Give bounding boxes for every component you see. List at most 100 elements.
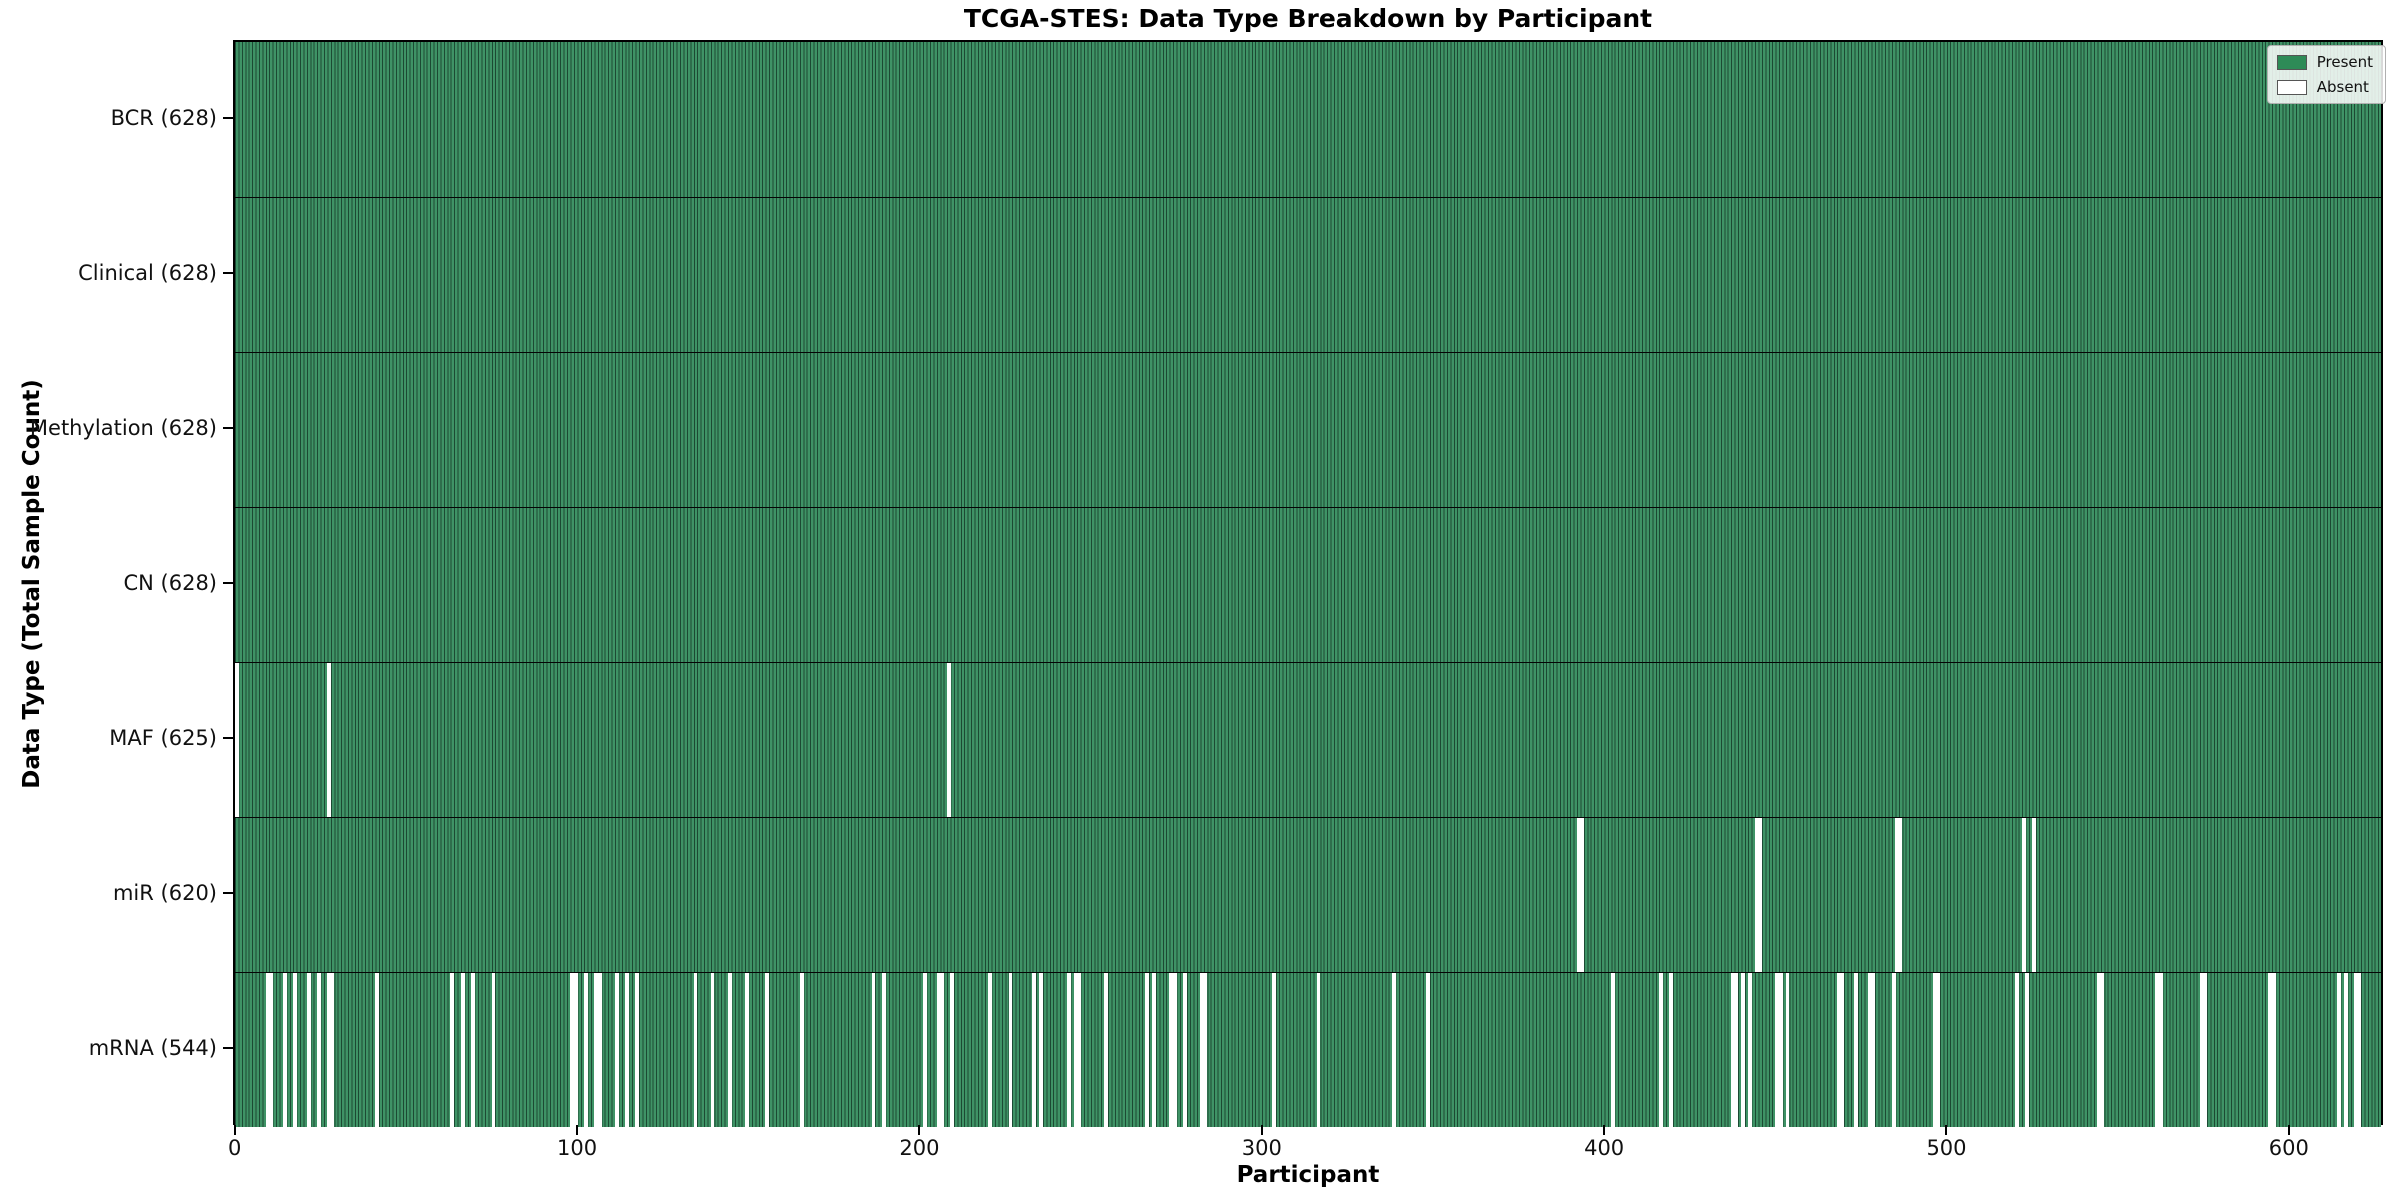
- absent-stripe: [922, 973, 927, 1127]
- absent-stripe: [330, 973, 335, 1127]
- y-tick-mark: [223, 736, 233, 739]
- absent-stripe: [1741, 973, 1745, 1127]
- y-axis-label: Data Type (Total Sample Count): [19, 379, 45, 789]
- y-tick-label: Clinical (628): [78, 260, 217, 285]
- absent-stripe: [2268, 973, 2273, 1127]
- y-tick-mark: [223, 116, 233, 119]
- absent-stripe: [269, 973, 273, 1127]
- absent-stripe: [2357, 973, 2362, 1127]
- absent-stripe: [1426, 973, 1430, 1127]
- absent-stripe: [1576, 818, 1581, 972]
- absent-stripe: [2353, 973, 2358, 1127]
- absent-stripe: [1272, 973, 1276, 1127]
- absent-stripe: [293, 973, 297, 1127]
- absent-stripe: [625, 973, 629, 1127]
- absent-stripe: [1172, 973, 1177, 1127]
- absent-stripe: [2203, 973, 2208, 1127]
- absent-stripe: [1145, 973, 1150, 1127]
- chart-title: TCGA-STES: Data Type Breakdown by Partic…: [963, 4, 1653, 33]
- absent-stripe: [2343, 973, 2348, 1127]
- y-tick-label: BCR (628): [110, 105, 217, 130]
- absent-stripe: [1854, 973, 1858, 1127]
- legend: Present Absent: [2266, 45, 2386, 104]
- y-tick-label: CN (628): [123, 570, 217, 595]
- legend-label-present: Present: [2316, 53, 2373, 71]
- absent-stripe: [2097, 973, 2102, 1127]
- absent-stripe: [1837, 973, 1841, 1127]
- absent-stripe: [2032, 818, 2036, 972]
- absent-stripe: [2021, 818, 2026, 972]
- absent-stripe: [594, 973, 599, 1127]
- x-tick-label: 100: [557, 1136, 598, 1160]
- absent-stripe: [1730, 973, 1735, 1127]
- absent-stripe: [1203, 973, 1208, 1127]
- legend-label-absent: Absent: [2316, 78, 2369, 96]
- absent-stripe: [234, 663, 239, 817]
- legend-item-absent: Absent: [2276, 78, 2373, 96]
- absent-stripe: [375, 973, 379, 1127]
- absent-stripe: [1895, 818, 1900, 972]
- absent-stripe: [471, 973, 475, 1127]
- absent-stripe: [727, 973, 732, 1127]
- absent-stripe: [1775, 973, 1780, 1127]
- absent-stripe: [2199, 973, 2204, 1127]
- absent-stripe: [881, 973, 886, 1127]
- present-bars: [235, 818, 2381, 972]
- x-tick-mark: [2287, 1125, 2290, 1135]
- absent-stripe: [570, 973, 575, 1127]
- present-bars: [235, 353, 2381, 507]
- data-row-bcr: [235, 42, 2381, 197]
- absent-stripe: [2015, 973, 2019, 1127]
- absent-stripe: [744, 973, 749, 1127]
- x-tick-label: 300: [1241, 1136, 1282, 1160]
- absent-stripe: [1169, 973, 1174, 1127]
- absent-stripe: [1152, 973, 1157, 1127]
- absent-stripe: [1754, 818, 1759, 972]
- data-row-cn: [235, 507, 2381, 662]
- absent-stripe: [1840, 973, 1845, 1127]
- absent-stripe: [1032, 973, 1037, 1127]
- absent-stripe: [940, 973, 944, 1127]
- absent-stripe: [1039, 973, 1044, 1127]
- absent-stripe: [1076, 973, 1081, 1127]
- absent-stripe: [1104, 973, 1109, 1127]
- x-tick-label: 500: [1926, 1136, 1967, 1160]
- absent-swatch-icon: [2276, 79, 2307, 95]
- y-tick-mark: [223, 581, 233, 584]
- absent-stripe: [693, 973, 698, 1127]
- absent-stripe: [1867, 973, 1872, 1127]
- present-bars: [234, 663, 2381, 817]
- absent-stripe: [1758, 818, 1763, 972]
- y-tick-mark: [223, 891, 233, 894]
- absent-stripe: [710, 973, 715, 1127]
- absent-stripe: [584, 973, 588, 1127]
- absent-stripe: [1734, 973, 1739, 1127]
- absent-stripe: [597, 973, 602, 1127]
- absent-stripe: [1066, 973, 1071, 1127]
- x-tick-mark: [576, 1125, 579, 1135]
- absent-stripe: [1936, 973, 1941, 1127]
- absent-stripe: [946, 663, 951, 817]
- data-row-clinical: [235, 197, 2381, 352]
- present-bars: [235, 198, 2381, 352]
- absent-stripe: [1898, 818, 1903, 972]
- absent-stripe: [614, 973, 619, 1127]
- absent-stripe: [450, 973, 455, 1127]
- absent-stripe: [1871, 973, 1876, 1127]
- x-tick-mark: [1945, 1125, 1948, 1135]
- absent-stripe: [1200, 973, 1205, 1127]
- data-row-methylation: [235, 352, 2381, 507]
- absent-stripe: [871, 973, 876, 1127]
- plot-area: [233, 40, 2383, 1127]
- x-tick-mark: [1260, 1125, 1263, 1135]
- x-tick-label: 0: [228, 1136, 242, 1160]
- absent-stripe: [2100, 973, 2105, 1127]
- x-tick-mark: [1603, 1125, 1606, 1135]
- legend-item-present: Present: [2276, 53, 2373, 71]
- x-axis-label: Participant: [1236, 1162, 1380, 1188]
- absent-stripe: [936, 973, 941, 1127]
- absent-stripe: [1785, 973, 1790, 1127]
- absent-stripe: [316, 973, 321, 1127]
- absent-stripe: [306, 973, 311, 1127]
